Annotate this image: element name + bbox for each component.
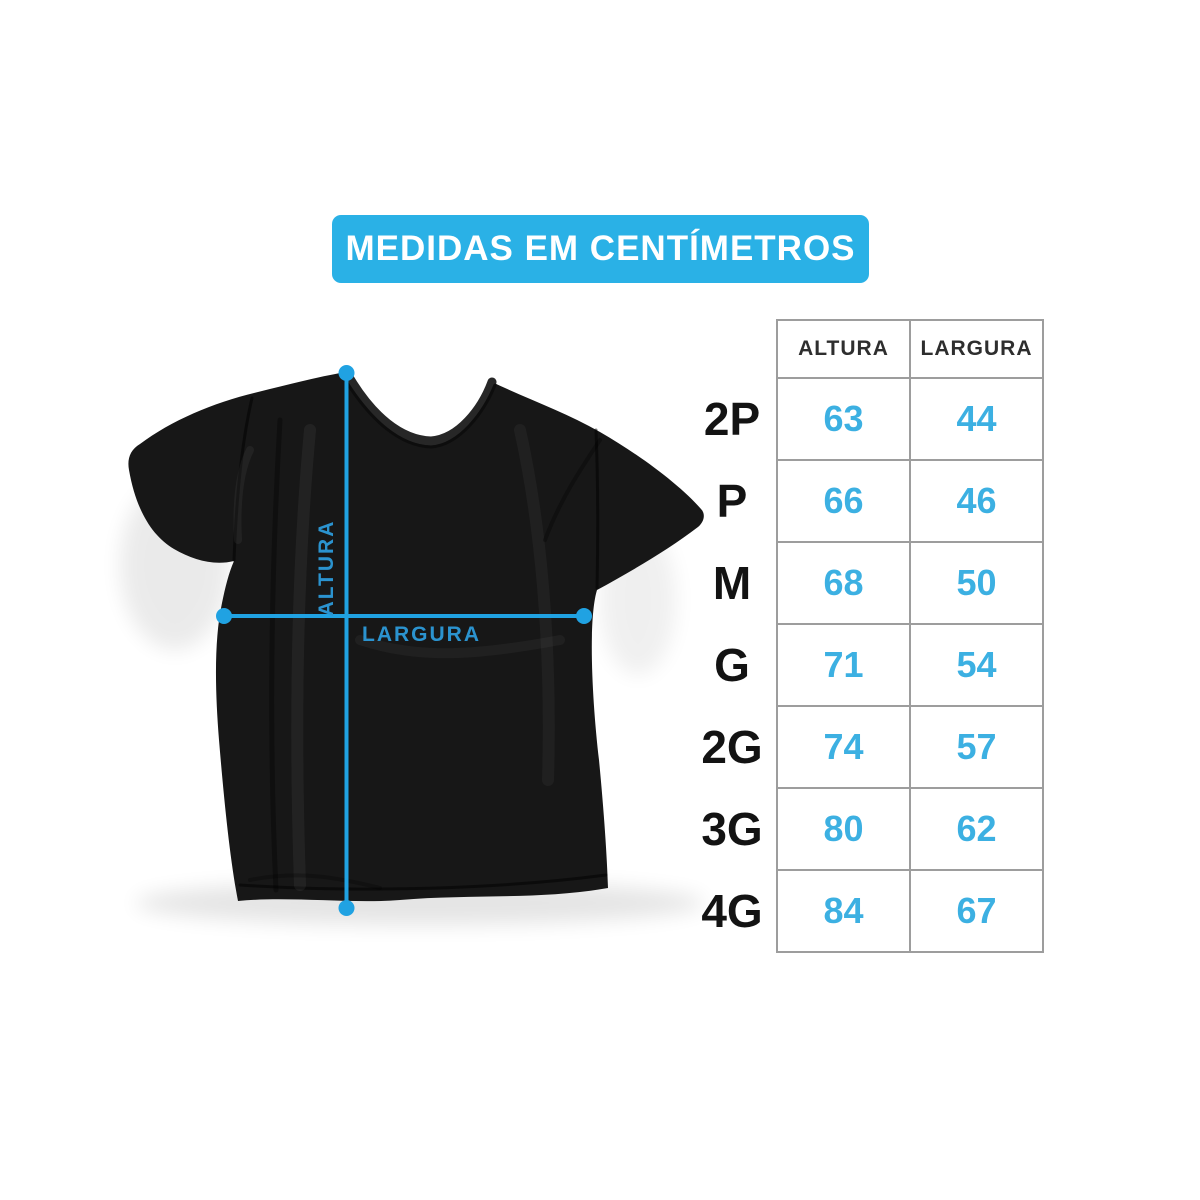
size-label: M <box>712 557 752 609</box>
table-header-row: ALTURA LARGURA <box>688 319 1044 379</box>
size-label: 4G <box>701 885 763 937</box>
largura-value: 50 <box>909 541 1044 625</box>
size-label: 2G <box>701 721 763 773</box>
fabric-wrinkles <box>233 417 602 893</box>
tshirt-illustration: ALTURA LARGURA <box>120 365 705 925</box>
table-row: 2P 63 44 <box>688 377 1044 461</box>
measure-endpoint-dot <box>216 608 232 624</box>
altura-value: 74 <box>776 705 911 789</box>
altura-value: 71 <box>776 623 911 707</box>
table-row: 2G 74 57 <box>688 705 1044 789</box>
page-title: MEDIDAS EM CENTÍMETROS <box>345 229 856 268</box>
altura-value: 80 <box>776 787 911 871</box>
tshirt-silhouette <box>128 372 704 902</box>
collar-band <box>341 367 497 449</box>
measure-endpoint-dot <box>338 365 355 381</box>
table-row: M 68 50 <box>688 541 1044 625</box>
size-table: ALTURA LARGURA 2P 63 44 P 66 46 M 68 50 … <box>688 319 1044 953</box>
measure-endpoint-dot <box>576 608 592 624</box>
table-row: G 71 54 <box>688 623 1044 707</box>
measure-endpoint-dot <box>338 900 355 916</box>
largura-value: 46 <box>909 459 1044 543</box>
size-label: G <box>714 639 750 691</box>
table-row: P 66 46 <box>688 459 1044 543</box>
table-row: 3G 80 62 <box>688 787 1044 871</box>
table-row: 4G 84 67 <box>688 869 1044 953</box>
largura-value: 62 <box>909 787 1044 871</box>
altura-value: 84 <box>776 869 911 953</box>
col-header-altura: ALTURA <box>776 319 911 379</box>
col-header-largura: LARGURA <box>909 319 1044 379</box>
size-label: P <box>716 475 748 527</box>
title-banner: MEDIDAS EM CENTÍMETROS <box>332 215 869 283</box>
width-label: LARGURA <box>362 623 481 646</box>
altura-value: 63 <box>776 377 911 461</box>
largura-value: 57 <box>909 705 1044 789</box>
table-corner-spacer <box>688 320 777 378</box>
largura-value: 67 <box>909 869 1044 953</box>
altura-value: 68 <box>776 541 911 625</box>
altura-value: 66 <box>776 459 911 543</box>
size-label: 3G <box>701 803 763 855</box>
largura-value: 44 <box>909 377 1044 461</box>
sleeve-seams <box>232 396 608 891</box>
size-label: 2P <box>703 393 761 445</box>
height-label: ALTURA <box>315 520 338 617</box>
largura-value: 54 <box>909 623 1044 707</box>
measurement-overlay: ALTURA LARGURA <box>216 365 592 916</box>
